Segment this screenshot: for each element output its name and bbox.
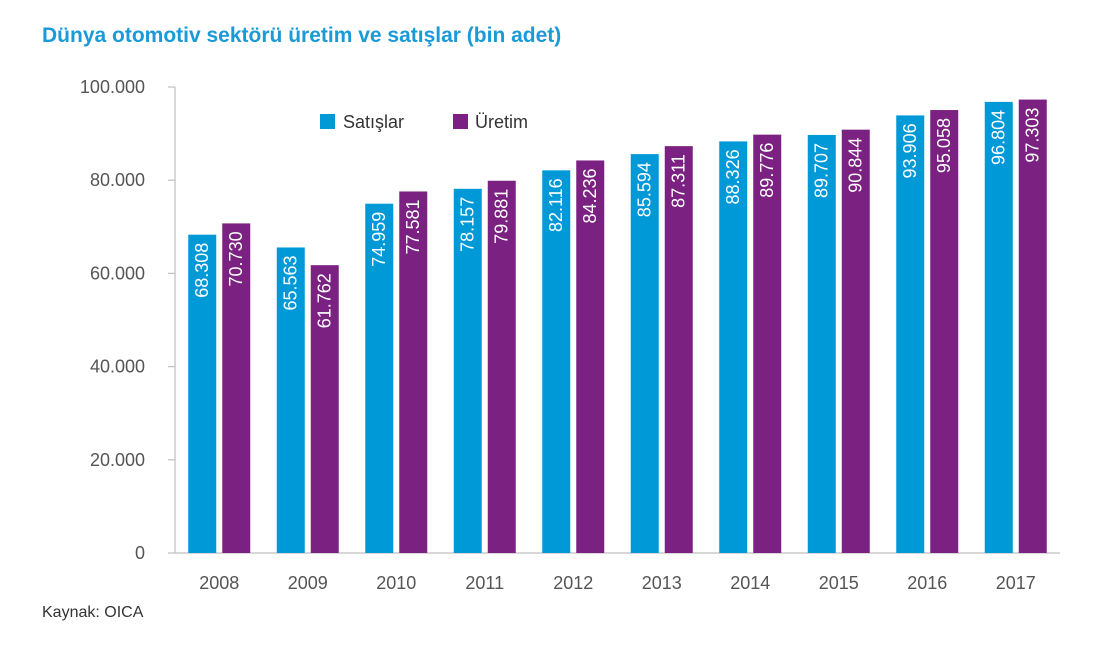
x-tick-label-2012: 2012 [553, 573, 593, 593]
bar-value-label: 82.116 [546, 178, 566, 232]
bar-value-label: 68.308 [192, 243, 212, 298]
bar-uretim-2016 [930, 110, 959, 553]
x-tick-label-2014: 2014 [730, 573, 770, 593]
bar-value-label: 70.730 [226, 231, 246, 286]
bar-value-label: 93.906 [900, 123, 920, 178]
bar-satislar-2012 [542, 170, 571, 553]
bar-satislar-2017 [984, 101, 1013, 553]
bar-value-label: 77.581 [403, 199, 423, 254]
bar-satislar-2015 [807, 134, 836, 553]
bar-uretim-2011 [487, 180, 516, 553]
legend-swatch-satislar [320, 114, 335, 129]
chart-source: Kaynak: OICA [42, 604, 144, 621]
x-axis: 2008 2009 2010 2011 2012 2013 2014 2015 2016 2017 [175, 552, 1060, 593]
bar-value-label: 89.707 [812, 143, 832, 198]
y-tick-label: 60.000 [90, 263, 145, 283]
bar-uretim-2008 [222, 223, 251, 553]
chart-title: Dünya otomotiv sektörü üretim ve satışla… [42, 24, 562, 47]
y-tick-label: 40.000 [90, 357, 145, 377]
bar-uretim-2013 [664, 146, 693, 553]
x-tick-label-2017: 2017 [996, 573, 1036, 593]
bar-satislar-2011 [453, 188, 482, 553]
bar-uretim-2015 [841, 129, 870, 553]
x-tick-label-2008: 2008 [199, 573, 239, 593]
x-tick-label-2011: 2011 [465, 573, 504, 593]
bar-value-label: 74.959 [369, 212, 389, 267]
bar-value-label: 61.762 [315, 273, 335, 328]
bar-satislar-2014 [719, 141, 748, 554]
bar-uretim-2010 [399, 191, 428, 553]
bar-satislar-2008 [188, 234, 217, 553]
bar-value-label: 65.563 [281, 255, 301, 310]
y-tick-label: 100.000 [80, 77, 145, 97]
bars: 68.308 70.730 65.563 61.762 74.959 77.581 78.1… [188, 99, 1047, 554]
bar-satislar-2016 [896, 115, 925, 553]
bar-value-label: 78.157 [458, 197, 478, 252]
bar-value-label: 87.311 [669, 154, 689, 208]
y-tick-label: 80.000 [90, 170, 145, 190]
bar-satislar-2013 [630, 154, 659, 553]
bar-uretim-2012 [576, 160, 605, 553]
bar-value-label: 97.303 [1023, 108, 1043, 163]
bar-value-label: 96.804 [989, 110, 1009, 165]
x-tick-label-2010: 2010 [376, 573, 416, 593]
bar-value-label: 85.594 [635, 162, 655, 217]
x-tick-label-2016: 2016 [907, 573, 947, 593]
x-tick-label-2015: 2015 [819, 573, 859, 593]
bar-uretim-2009 [310, 265, 339, 553]
bar-value-label: 88.326 [723, 149, 743, 204]
y-tick-label: 0 [135, 543, 145, 563]
x-tick-label-2013: 2013 [642, 573, 682, 593]
bar-satislar-2009 [276, 247, 305, 553]
x-tick-label-2009: 2009 [288, 573, 328, 593]
bar-satislar-2010 [365, 203, 394, 554]
bar-uretim-2014 [753, 134, 782, 553]
legend-swatch-uretim [453, 114, 468, 129]
legend-label-satislar: Satışlar [343, 112, 404, 132]
bar-value-label: 84.236 [580, 168, 600, 223]
bar-uretim-2017 [1018, 99, 1047, 553]
bar-value-label: 90.844 [846, 138, 866, 193]
y-axis: 0 20.000 40.000 60.000 80.000 100.000 [80, 77, 176, 563]
bar-value-label: 79.881 [492, 189, 512, 244]
bar-value-label: 95.058 [934, 118, 954, 173]
bar-value-label: 89.776 [757, 143, 777, 198]
y-tick-label: 20.000 [90, 450, 145, 470]
legend: Satışlar Üretim [320, 112, 528, 132]
legend-label-uretim: Üretim [475, 112, 528, 132]
